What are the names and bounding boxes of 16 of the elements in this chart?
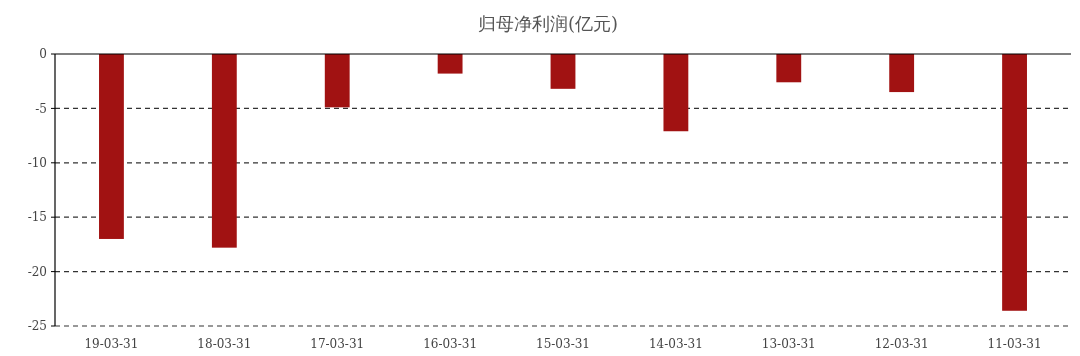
x-tick-label: 15-03-31 bbox=[536, 337, 590, 351]
x-tick-label: 13-03-31 bbox=[761, 337, 816, 351]
x-tick-label: 16-03-31 bbox=[423, 337, 478, 351]
y-tick-label: -5 bbox=[35, 101, 47, 116]
x-tick-label: 11-03-31 bbox=[987, 337, 1042, 351]
y-tick-label: -15 bbox=[27, 210, 47, 225]
chart-title: 归母净利润(亿元) bbox=[477, 13, 619, 34]
y-tick-label: -20 bbox=[27, 264, 47, 279]
x-tick-label: 18-03-31 bbox=[197, 337, 252, 351]
x-tick-label: 12-03-31 bbox=[874, 337, 929, 351]
y-tick-label: 0 bbox=[39, 47, 47, 62]
x-tick-label: 14-03-31 bbox=[648, 337, 703, 351]
y-tick-label: -25 bbox=[27, 319, 47, 334]
x-tick-label: 17-03-31 bbox=[310, 337, 365, 351]
x-tick-label: 19-03-31 bbox=[84, 337, 139, 351]
y-tick-label: -10 bbox=[27, 156, 47, 170]
